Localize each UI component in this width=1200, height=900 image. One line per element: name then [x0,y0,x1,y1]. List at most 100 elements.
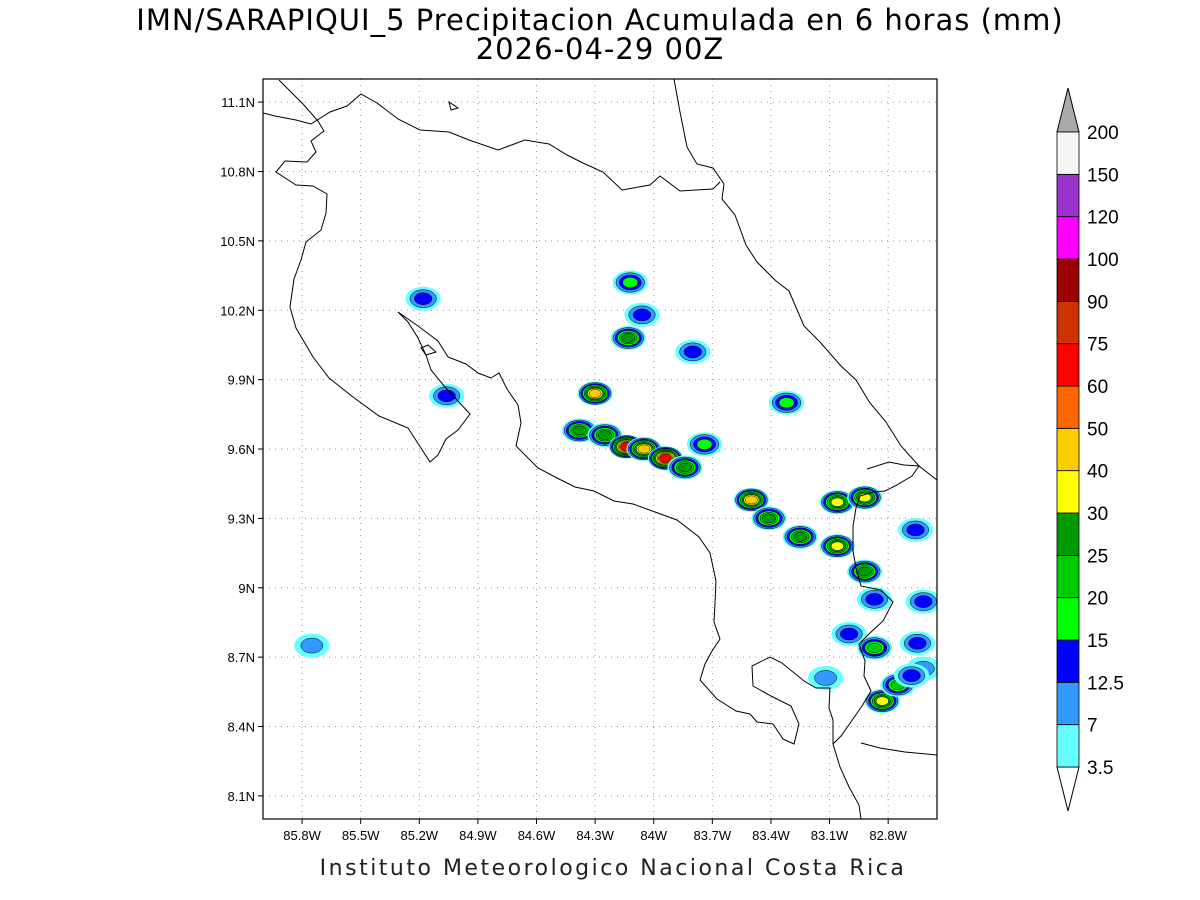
rain-cell [847,485,883,510]
nicoya-gulf-island [420,344,438,356]
colorbar-swatch [1056,173,1080,218]
lon-tick-label: 82.8W [869,828,907,843]
axis-ticks: 85.8W 85.5W 85.2W 84.9W 84.6W 84.3W 84W 83.7W 83… [220,95,907,843]
colorbar-label: 20 [1087,589,1108,610]
rain-cell [610,326,646,350]
lat-tick-label: 10.5N [220,234,255,249]
lon-tick-label: 84.6W [518,828,556,843]
coastline-outline [263,79,937,819]
colorbar-label: 3.5 [1087,758,1113,779]
colorbar-swatch [1056,639,1080,683]
rain-contour [778,397,795,409]
rain-contour [659,454,672,463]
colorbar-label: 150 [1087,165,1119,186]
rain-cell [808,665,844,690]
colorbar-swatch [1056,724,1080,768]
colorbar-over-arrow [1056,87,1080,133]
rain-cell [429,383,465,408]
rain-contour [598,430,612,440]
rain-contour [875,696,889,706]
lon-tick-label: 84W [640,828,667,843]
colorbar-label: 100 [1087,250,1119,271]
rain-contour [632,308,652,322]
rain-cell [894,663,930,688]
lon-tick-label: 84.9W [459,828,497,843]
rain-cell [819,534,855,559]
rain-contour [745,495,758,505]
rain-contour [414,292,433,305]
map-title: IMN/SARAPIQUI_5 Precipitacion Acumulada … [136,3,1064,37]
graticule [263,79,937,819]
credit-text: Instituto Meteorologico Nacional Costa R… [319,856,907,881]
rain-contour [902,669,921,682]
rain-cell [294,633,330,658]
rain-contour [814,670,837,686]
colorbar-swatch [1056,131,1080,175]
colorbar-label: 75 [1087,335,1108,356]
lon-tick-label: 85.8W [283,828,321,843]
rain-contour [300,637,324,654]
rain-cell [751,506,787,531]
rain-contour [588,389,602,398]
nicaragua-border [263,93,721,192]
colorbar-swatch [1056,512,1080,556]
rain-cell [897,517,934,542]
lat-tick-label: 9.6N [228,442,255,457]
colorbar-swatch [1056,554,1080,599]
colorbar-swatch [1056,427,1080,472]
rain-cell [831,622,867,646]
colorbar-label: 12.5 [1087,673,1124,694]
rain-cell [686,432,723,457]
colorbar-swatch [1056,597,1080,641]
colorbar-under-arrow [1056,766,1080,812]
colorbar-swatch [1056,216,1080,260]
rain-cell [733,487,770,512]
rain-contour [621,333,636,343]
rain-contour [696,438,713,450]
rain-cell [675,339,711,364]
colorbar-label: 30 [1087,504,1108,525]
lon-tick-label: 83.4W [752,828,790,843]
rain-cell [612,270,648,295]
colorbar-swatch [1056,343,1080,387]
pacific-coast-north [275,79,862,819]
rain-contour [830,541,844,551]
color-bar: 3.5 7 12.5 15 20 25 30 40 50 60 75 90 100 120 150 200 [1056,87,1124,812]
panama-pacific-coast [860,742,937,756]
rain-cell [782,524,818,549]
rain-cell [819,490,855,515]
colorbar-label: 25 [1087,546,1108,567]
lat-tick-label: 8.1N [228,789,255,804]
rain-contour [857,566,872,577]
colorbar-label: 40 [1087,462,1108,483]
colorbar-label: 15 [1087,631,1108,652]
rain-cell [405,286,441,311]
colorbar-swatch [1056,681,1080,726]
rain-contour [867,642,882,653]
lat-tick-label: 9.9N [228,373,255,388]
rain-contour [914,595,933,608]
lon-tick-label: 83.1W [811,828,849,843]
rain-contour [683,345,702,359]
lon-tick-label: 83.7W [694,828,732,843]
rain-cell [624,302,660,327]
lat-tick-label: 10.2N [220,303,255,318]
lat-tick-label: 8.7N [228,650,255,665]
rain-contour [678,462,692,473]
caribbean-coast [673,79,937,481]
colorbar-swatch [1056,470,1080,514]
rain-cell [768,390,805,415]
rain-cell [577,381,613,406]
colorbar-label: 60 [1087,377,1108,398]
rain-contour [572,425,587,436]
colorbar-swatch [1056,300,1080,345]
rain-cell [899,631,936,656]
colorbar-label: 90 [1087,292,1108,313]
lon-tick-label: 85.2W [401,828,439,843]
precipitation-field [294,270,937,714]
colorbar-label: 120 [1087,208,1119,229]
rain-contour [908,637,927,650]
lon-tick-label: 85.5W [342,828,380,843]
lat-tick-label: 10.8N [220,165,255,180]
